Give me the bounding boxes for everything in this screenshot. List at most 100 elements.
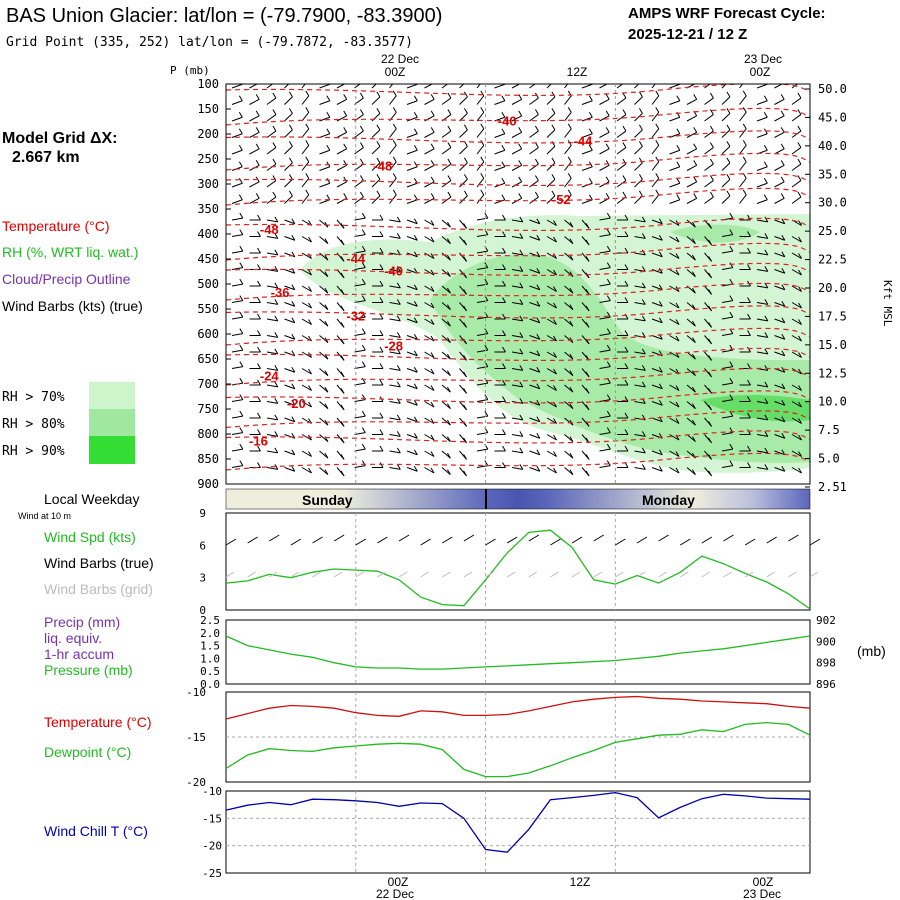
wind-barb-flag	[569, 403, 574, 409]
wind-barb-flag	[606, 262, 611, 268]
wind-barb-flag	[463, 157, 468, 164]
wind-barb	[599, 366, 611, 369]
wind-barb	[564, 401, 574, 409]
wind-barb-flag	[641, 233, 646, 239]
wind-barb	[756, 199, 768, 204]
wind-barb-flag	[585, 388, 590, 394]
wind-barb-flag	[239, 361, 244, 367]
wind-barb-flag	[446, 370, 451, 376]
wind-barb-flag	[764, 431, 769, 437]
wind-barb-flag	[324, 386, 329, 393]
wind-barb	[529, 318, 541, 324]
wind-barb	[319, 384, 329, 393]
wind-barb	[441, 252, 451, 261]
wind-barb	[354, 180, 364, 188]
wind-barb-flag	[502, 231, 506, 237]
wind-barb	[459, 145, 468, 155]
wind-barb-true	[528, 534, 540, 542]
chart-title: BAS Union Glacier: lat/lon = (-79.7900, …	[6, 5, 442, 27]
wind-barb	[249, 131, 260, 138]
pressure-tick-label: 250	[197, 152, 219, 166]
wind-barb-flag	[463, 91, 468, 98]
wind-barb	[546, 236, 557, 243]
precip-tick: 2.5	[200, 614, 220, 627]
wind-barb-flag	[519, 431, 524, 437]
wind-barb-grid	[658, 571, 667, 578]
wind-barb-flag	[693, 94, 698, 100]
wind-barb	[634, 302, 646, 305]
wind-barb	[354, 283, 366, 287]
wind-barb	[774, 450, 786, 456]
wind-barb	[266, 180, 277, 188]
wind-barb-flag	[585, 289, 590, 295]
wind-barb-flag	[361, 278, 366, 285]
wind-barb-flag	[742, 156, 747, 163]
wind-barb	[406, 285, 418, 291]
wind-barb	[494, 100, 506, 105]
wind-barb	[651, 302, 663, 307]
wind-barb-flag	[379, 445, 384, 452]
wind-barb-flag	[379, 247, 384, 254]
wind-barb	[354, 465, 366, 468]
windchill-tick: -10	[202, 785, 222, 798]
wind-barb-flag	[239, 311, 244, 318]
wind-barb	[266, 318, 278, 322]
wind-barb	[336, 148, 347, 155]
wind-barb-flag	[289, 75, 292, 80]
wind-barb-flag	[274, 315, 279, 322]
wind-barb-flag	[463, 305, 467, 312]
height-tick-label: 25.0	[818, 224, 847, 238]
wind-barb	[616, 147, 627, 155]
wind-barb-flag	[764, 381, 769, 388]
wind-barb-flag	[484, 262, 489, 268]
wind-barb-flag	[708, 289, 712, 295]
wind-barb-flag	[257, 297, 261, 303]
wind-barb	[354, 267, 366, 270]
wind-barb	[424, 434, 435, 441]
wind-barb-flag	[781, 284, 786, 291]
weekday-sunday: Sunday	[302, 492, 353, 508]
wind-barb	[634, 145, 643, 155]
wind-barb	[424, 401, 435, 408]
wind-barb-flag	[379, 214, 384, 221]
wind-barb	[406, 116, 418, 122]
wind-barb	[354, 234, 366, 237]
wind-barb	[599, 399, 611, 402]
top-date-left: 22 Dec	[381, 52, 419, 66]
wind-barb	[634, 384, 646, 388]
wind-barb-flag	[463, 289, 467, 295]
wind-barb	[301, 434, 312, 441]
wind-barb-flag	[536, 433, 541, 439]
wind-barb	[546, 417, 557, 424]
wind-barb	[599, 234, 611, 237]
wind-barb-flag	[272, 142, 277, 148]
wind-barb	[301, 112, 310, 122]
wind-barb	[424, 236, 435, 243]
wind-barb-flag	[624, 445, 629, 452]
wind-barb-flag	[709, 92, 714, 99]
wind-barb-flag	[605, 143, 610, 150]
wind-barb-flag	[606, 78, 609, 83]
wind-barb-flag	[606, 427, 611, 433]
wind-barb-flag	[379, 280, 384, 287]
wind-barb-flag	[655, 156, 660, 163]
wind-barb-flag	[272, 191, 277, 198]
wind-barb-flag	[257, 445, 261, 452]
wind-barb	[231, 283, 243, 287]
wind-barb-flag	[376, 157, 381, 164]
wind-barb-flag	[605, 176, 610, 183]
wind-barb	[389, 178, 397, 188]
wind-barb	[231, 349, 243, 353]
wind-barb	[529, 368, 541, 373]
wind-barb	[721, 465, 733, 468]
wind-barb-flag	[484, 394, 489, 400]
wind-barb	[599, 283, 611, 287]
wind-barb	[406, 149, 418, 155]
wind-barb-flag	[781, 416, 786, 423]
wind-barb-flag	[569, 386, 574, 393]
wind-barb-flag	[764, 464, 769, 470]
wind-barb-flag	[519, 381, 524, 388]
wind-barb	[301, 252, 312, 259]
wind-barb-flag	[518, 143, 523, 150]
wind-barb-flag	[359, 125, 364, 132]
